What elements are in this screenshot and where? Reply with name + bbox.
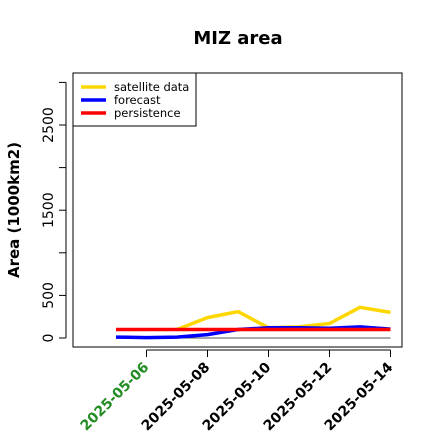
series-layer xyxy=(115,305,391,340)
y-tick-label: 500 xyxy=(41,282,57,309)
legend-label-satellite: satellite data xyxy=(114,80,189,94)
legend: satellite data forecast persistence xyxy=(72,72,197,127)
chart-title: MIZ area xyxy=(193,28,282,49)
y-axis: 0 500 1500 2500 xyxy=(41,81,67,343)
legend-label-persistence: persistence xyxy=(114,106,181,120)
y-tick-label: 1500 xyxy=(41,192,57,228)
plot-frame xyxy=(72,72,403,348)
y-axis-label: Area (1000km2) xyxy=(5,142,23,278)
legend-label-forecast: forecast xyxy=(114,93,161,107)
y-tick-label: 0 xyxy=(41,334,57,343)
y-tick-label: 2500 xyxy=(41,107,57,143)
x-axis: 2025-05-062025-05-082025-05-102025-05-12… xyxy=(78,349,397,434)
